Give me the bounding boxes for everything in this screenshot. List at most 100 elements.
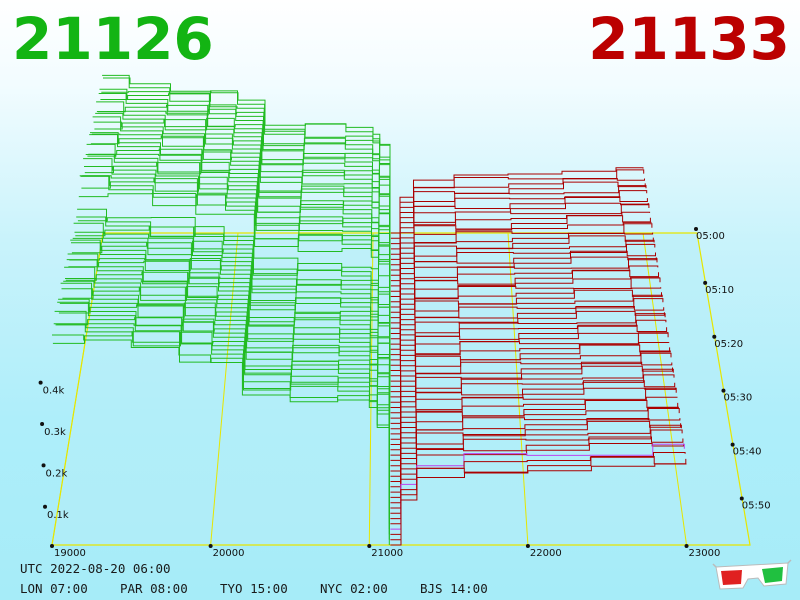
ask-depth-slice [390,265,659,340]
ask-depth-slice [390,243,656,319]
bid-depth-slice [73,222,391,413]
ask-depth-slice [390,277,661,356]
bid-depth-slice [57,301,390,514]
ask-depth-slice [390,258,658,334]
bid-price: 21126 [12,5,214,73]
time-tick-label: 05:50 [742,500,771,511]
bid-depth-slice [98,93,391,260]
ask-depth-slice [390,298,664,377]
y-tick-label: 0.1k [47,510,69,521]
ask-depth-slice [390,396,678,477]
time-tick-marker [730,442,735,447]
time-tick-label: 05:40 [733,447,762,458]
ask-depth-slice [390,313,666,393]
x-tick-marker [208,544,213,548]
ask-depth-slice [390,169,645,239]
time-tick-marker [694,227,698,231]
ask-depth-slice [390,203,650,276]
ask-depth-slice [390,368,674,451]
grid-line-x [51,232,104,546]
ask-depth-slice [390,443,685,530]
bid-depth-slice [63,280,390,477]
time-tick-marker [721,388,726,393]
x-tick-label: 21000 [371,548,403,559]
bid-depth-slice [72,237,391,419]
ask-depth-slice [390,185,647,255]
ask-depth-slice [390,387,677,472]
bid-depth-slice [53,323,390,535]
ask-depth-slice [390,178,645,245]
3d-glasses-icon[interactable] [712,558,792,592]
city-time-lon: LON 07:00 [20,581,88,596]
time-tick-marker [739,496,744,501]
y-tick-label: 0.2k [46,468,68,479]
ask-depth-slice [390,342,670,419]
ask-depth-slice [390,361,673,440]
ask-depth-slice [390,232,654,303]
ask-depth-slice [390,319,667,398]
ask-depth-slice [390,277,660,350]
y-tick-marker [41,463,46,468]
y-tick-label: 0.3k [44,427,66,438]
bid-depth-slice [64,266,390,471]
city-time-par: PAR 08:00 [120,581,188,596]
ask-price: 21133 [588,5,790,73]
y-tick-label: 0.4k [43,386,65,397]
ask-depth-slice [391,167,644,234]
ask-depth-slice [390,211,651,282]
ask-depth-slice [390,190,648,260]
time-tick-marker [703,280,708,285]
ask-depth-slice [390,420,682,504]
bid-depth-slice [66,259,390,456]
utc-time: UTC 2022-08-20 06:00 [20,561,171,576]
city-time-tyo: TYO 15:00 [220,581,288,596]
time-tick-label: 05:30 [723,393,752,404]
bid-depth-slice [85,154,391,339]
grid-line-x [210,232,239,546]
bid-depth-slice [52,334,390,545]
bid-depth-slice [82,175,391,360]
ask-depth-slice [390,429,683,514]
ask-depth-slice [390,223,653,297]
x-tick-marker [684,544,689,548]
time-tick-label: 05:10 [705,285,734,296]
ask-depth-slice [390,239,655,313]
ask-depth-slice [390,418,681,498]
bid-depth-slice [101,91,391,244]
y-tick-marker [43,504,48,509]
ask-depth-slice [390,374,675,456]
time-tick-label: 05:00 [696,231,725,242]
ask-depth-slice [390,452,686,535]
ask-depth-slice [390,463,687,546]
ask-depth-slice [390,221,652,292]
ask-depth-slice [390,350,671,430]
bid-depth-slice [102,74,391,239]
ask-depth-slice [390,352,672,435]
bid-depth-slice [79,175,391,376]
ask-depth-slice [390,287,662,361]
x-tick-label: 19000 [54,548,86,559]
time-tick-marker [712,334,717,339]
x-tick-marker [50,544,54,548]
x-tick-label: 23000 [689,548,721,559]
bid-depth-slice [54,310,390,530]
ask-depth-slice [390,408,680,493]
x-tick-marker [367,544,372,548]
ask-depth-slice [390,332,669,414]
bid-depth-slice [99,88,391,255]
bid-depth-slice [95,112,391,281]
bid-depth-slice [76,216,391,397]
grid-line-x [507,232,529,546]
time-tick-label: 05:20 [714,339,743,350]
city-time-bjs[interactable]: BJS 14:00 [420,581,488,596]
ask-depth-slice [390,406,679,488]
city-time-nyc: NYC 02:00 [320,581,388,596]
x-tick-label: 20000 [213,548,245,559]
ask-depth-slice [390,294,663,371]
x-tick-marker [525,544,530,548]
ask-depth-slice [390,424,682,509]
bid-depth-slice [83,158,391,355]
x-tick-label: 22000 [530,548,562,559]
y-tick-marker [40,422,45,427]
